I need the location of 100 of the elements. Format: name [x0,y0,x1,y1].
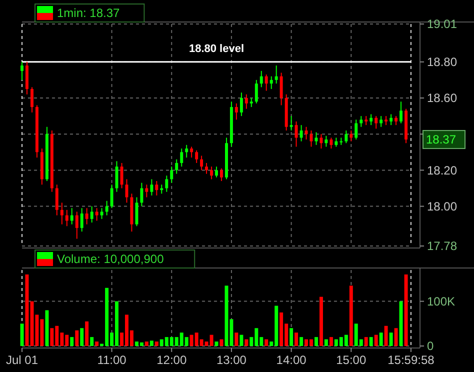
candlestick [100,208,104,220]
candlestick [60,202,64,225]
y-tick-label: 19.01 [427,17,458,32]
bar [300,337,304,346]
candlestick [260,70,263,88]
candlestick [400,101,402,124]
bar [290,328,294,346]
candlestick [65,209,68,227]
candlestick [120,162,124,189]
bar [70,337,74,346]
y-tick-label: 0 [427,339,434,354]
bar [154,342,158,346]
candlestick [30,86,34,113]
bar [314,337,318,346]
candlestick [274,65,278,84]
candlestick [210,166,214,180]
bar [404,274,408,346]
candlestick [205,162,208,174]
candlestick [115,160,118,192]
x-tick-label: 15:59:58 [388,353,435,367]
bar [75,330,79,346]
candlestick [105,200,108,216]
x-tick-label: 14:00 [276,353,307,367]
candlestick [390,114,393,126]
candlestick [294,120,298,148]
candlestick [170,166,174,184]
annotation: 18.37 [426,132,456,147]
bar [85,321,89,346]
bar [329,337,333,346]
candlestick [394,116,398,126]
candlestick [290,116,293,131]
candlestick [374,116,378,130]
bar [210,334,214,346]
candlestick [350,130,353,142]
bar [349,286,353,346]
candlestick [190,146,194,158]
candlestick [304,126,308,140]
candlestick [85,208,88,225]
bar [384,326,388,346]
bar [324,339,328,346]
bar [80,328,84,346]
bar [379,332,383,346]
candlestick [70,208,74,225]
candlestick [75,211,78,240]
candlestick [364,116,368,126]
bar [234,332,238,346]
candlestick [160,184,164,194]
candlestick [140,182,144,207]
y-tick-label: 18.60 [427,91,458,106]
candlestick [270,76,273,90]
x-tick-label: 15:00 [336,353,366,367]
candlestick [80,208,84,232]
candlestick [110,184,114,209]
candlestick [125,178,128,204]
candlestick [240,92,243,117]
legend-label: 1min: 18.37 [57,6,120,20]
bar [264,339,268,346]
candlestick [95,208,98,222]
y-tick-label: 100K [427,294,456,308]
bar [240,334,244,346]
candlestick [340,137,343,146]
x-tick-label: 13:00 [216,353,247,367]
candlestick [244,94,248,110]
bar [369,337,373,346]
candlestick [20,61,24,80]
bar [220,339,224,346]
bar [389,332,393,346]
bar [90,337,94,346]
candlestick [175,158,178,174]
x-tick-label: 11:00 [97,353,127,367]
candlestick [234,102,238,120]
y-tick-label: 18.80 [427,55,458,70]
candlestick [370,114,373,126]
y-tick-label: 18.20 [427,163,458,178]
candlestick [25,61,28,95]
bar [319,296,323,346]
bar [25,274,29,346]
y-tick-label: 18.00 [427,199,458,214]
bar [95,342,99,346]
candlestick [145,184,148,198]
candlestick [280,72,283,106]
bar [374,334,378,346]
candlestick [314,132,318,146]
x-tick-label: 12:00 [156,353,187,367]
bar [294,332,298,346]
bar [394,328,398,346]
candlestick [215,166,218,178]
bar [244,339,248,346]
candlestick [165,175,168,192]
candlestick [360,116,363,128]
candlestick [324,135,328,148]
candlestick [55,184,58,216]
candlestick [180,148,184,168]
candlestick [185,144,188,158]
bar [150,340,154,346]
x-tick-label: Jul 01 [6,353,38,367]
candlestick [384,116,388,126]
bar [45,310,49,346]
bar [144,342,148,346]
candlestick [300,124,303,142]
